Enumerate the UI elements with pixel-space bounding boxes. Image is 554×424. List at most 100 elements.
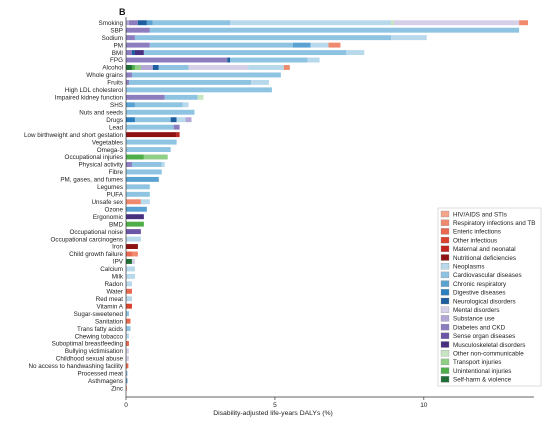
legend-swatch-unintentional-injuries [440,367,450,374]
bar-segment-ipv-self-harm-violence [126,258,132,264]
bar-segment-processed-meat-cardiovascular-diseases [126,370,128,376]
legend-label-transport-injuries: Transport injuries [453,359,501,366]
category-label-child-growth-failure: Child growth failure [69,251,123,258]
bar-segment-pm-diabetes-and-ckd [126,42,150,48]
bar-shs [126,102,189,108]
bar-segment-omega-3-cardiovascular-diseases [126,147,171,153]
category-label-trans-fatty-acids: Trans fatty acids [77,326,123,333]
category-label-omega-3: Omega-3 [97,147,124,154]
bar-trans-fatty-acids [126,326,131,332]
bar-segment-impaired-kidney-function-diabetes-and-ckd [126,94,165,100]
bar-segment-ergonomic-musculoskeletal-disorders [126,214,144,220]
bar-segment-unsafe-sex-respiratory-infections-and-tb [126,199,141,205]
category-label-whole-grains: Whole grains [86,72,123,79]
bar-segment-alcohol-transport-injuries [134,65,141,70]
category-label-no-access-to-handwashing-facility: No access to handwashing facility [28,363,123,370]
category-label-high-ldl-cholesterol: High LDL cholesterol [65,87,123,94]
legend-label-respiratory-infections-and-tb: Respiratory infections and TB [453,220,535,227]
bar-segment-fruits-neoplasms [251,79,269,85]
bar-segment-alcohol-unintentional-injuries [131,65,135,70]
legend-label-diabetes-and-ckd: Diabetes and CKD [453,324,506,331]
bar-segment-asthmagens-chronic-respiratory [126,378,128,384]
bar-segment-shs-neoplasms [182,102,189,108]
bar-ergonomic [126,214,144,220]
bar-segment-occupational-carcinogens-neoplasms [126,236,141,242]
bar-pm-gases-and-fumes [126,176,159,182]
bar-low-birthweight-and-short-gestation [126,132,180,138]
legend-label-mental-disorders: Mental disorders [453,307,500,314]
x-tick-label-10: 10 [420,402,428,409]
bar-sugar-sweetened [126,311,129,317]
bar-segment-ipv-mental-disorders [131,258,135,264]
bar-alcohol [126,65,290,70]
bar-segment-vegetables-cardiovascular-diseases [126,139,177,145]
bar-impaired-kidney-function [126,94,204,100]
bar-segment-pm-cardiovascular-diseases [149,42,293,48]
category-label-drugs: Drugs [106,117,123,124]
bar-child-growth-failure [126,251,138,257]
category-label-pm: PM [114,42,123,49]
bar-segment-occupational-noise-sense-organ-diseases [126,229,141,235]
legend-label-musculoskeletal-disorders: Musculoskeletal disorders [453,342,525,349]
legend-swatch-substance-use [440,315,450,322]
legend-label-self-harm-violence: Self-harm & violence [453,377,512,384]
bar-segment-bmd-unintentional-injuries [126,221,144,227]
bar-vegetables [126,139,177,145]
category-label-occupational-injuries: Occupational injuries [65,154,123,161]
bar-segment-fpg-diabetes-and-ckd [126,57,228,63]
category-label-sugar-sweetened: Sugar-sweetened [74,311,124,318]
bar-segment-child-growth-failure-respiratory-infections-and-tb [131,251,138,257]
category-label-water: Water [106,288,123,295]
bar-segment-impaired-kidney-function-cardiovascular-diseases [164,94,198,100]
bar-segment-drugs-neoplasms [176,117,186,123]
bar-segment-drugs-substance-use [185,117,192,123]
bar-segment-sbp-diabetes-and-ckd [126,27,150,33]
bar-segment-fruits-diabetes-and-ckd [126,79,129,85]
bar-segment-pm-respiratory-infections-and-tb [328,42,341,48]
category-label-pm-gases-and-fumes: PM, gases, and fumes [60,177,123,184]
bar-segment-bmi-neoplasms [346,50,365,56]
bar-pufa [126,191,150,197]
bar-segment-fpg-cardiovascular-diseases [230,57,308,63]
category-label-smoking: Smoking [99,20,124,27]
category-label-radon: Radon [104,281,123,288]
bar-fpg [126,57,320,63]
category-label-occupational-carcinogens: Occupational carcinogens [51,236,123,243]
category-label-legumes: Legumes [97,184,123,191]
bar-segment-whole-grains-cardiovascular-diseases [131,72,281,78]
legend-label-other-infectious: Other infectious [453,237,497,244]
bar-segment-red-meat-neoplasms [126,296,132,302]
bar-segment-smoking-cardiovascular-diseases [152,20,231,26]
bar-legumes [126,184,150,190]
legend-swatch-sense-organ-diseases [440,332,450,339]
bar-asthmagens [126,378,128,384]
bar-segment-fibre-cardiovascular-diseases [126,169,162,175]
bar-segment-alcohol-neurological-disorders [152,65,159,70]
bar-segment-alcohol-self-harm-violence [126,65,132,70]
bar-bmi [126,50,365,56]
category-label-bullying-victimisation: Bullying victimisation [65,348,124,355]
bar-segment-alcohol-cardiovascular-diseases [158,65,189,70]
category-label-sanitation: Sanitation [95,318,124,325]
bar-fibre [126,169,162,175]
category-label-suboptimal-breastfeeding: Suboptimal breastfeeding [52,341,124,348]
bar-segment-impaired-kidney-function-other-non-communicable [197,94,204,100]
bar-segment-fpg-neoplasms [307,57,320,63]
bar-segment-smoking-neoplasms [230,20,392,26]
bar-segment-bullying-victimisation-mental-disorders [126,348,129,354]
category-label-zinc: Zinc [111,385,123,392]
category-label-lead: Lead [109,124,124,131]
legend-label-cardiovascular-diseases: Cardiovascular diseases [453,272,522,279]
bar-radon [126,281,132,287]
bar-segment-water-enteric-infections [126,288,132,294]
bar-calcium [126,266,135,272]
bar-segment-physical-activity-cardiovascular-diseases [131,162,162,167]
bar-segment-sbp-cardiovascular-diseases [149,27,520,33]
legend-swatch-enteric-infections [440,228,450,235]
bar-segment-smoking-diabetes-and-ckd [128,20,138,26]
category-label-unsafe-sex: Unsafe sex [92,199,124,206]
bar-segment-lead-diabetes-and-ckd [173,124,180,130]
category-label-childhood-sexual-abuse: Childhood sexual abuse [56,356,124,363]
